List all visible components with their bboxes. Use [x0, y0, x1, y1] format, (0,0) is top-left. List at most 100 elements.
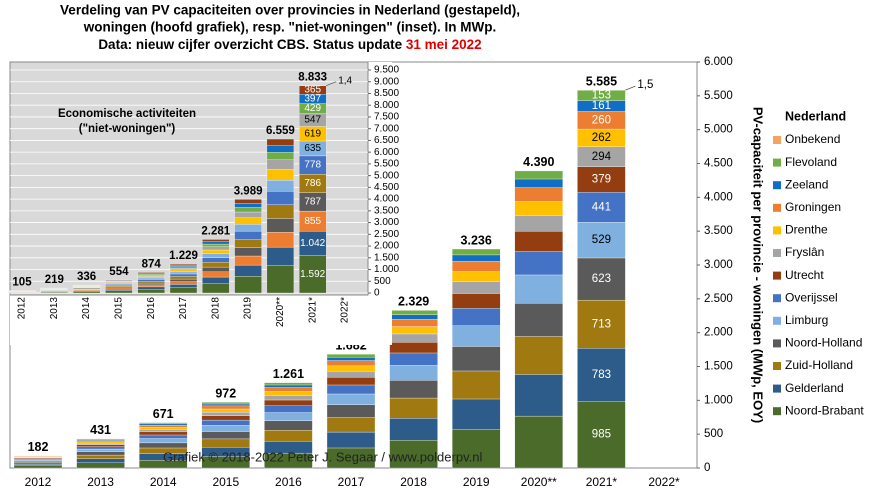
legend-label: Groningen: [785, 200, 841, 214]
bar-segment: [76, 448, 125, 452]
bar-segment: [13, 465, 63, 469]
total-label: 2.281: [201, 225, 230, 237]
bar-segment: [76, 454, 125, 459]
bar-segment: [514, 178, 563, 188]
bar-segment: [137, 284, 165, 288]
data-label: 161: [592, 100, 611, 112]
bar-segment: [234, 239, 262, 248]
bar-segment: [139, 429, 188, 433]
credit: Grafiek © 2018-2022 Peter J. Segaar / ww…: [163, 449, 482, 464]
bar-segment: [76, 444, 125, 447]
x-tick-label: 2017: [178, 297, 189, 320]
legend-swatch: [773, 316, 781, 325]
legend-label: Fryslân: [785, 245, 824, 259]
y-tick-label: 6.000: [704, 56, 733, 68]
bar-segment: [201, 405, 250, 410]
x-tick-label: 2018: [210, 297, 221, 320]
total-label: 105: [12, 277, 32, 289]
legend-label: Zuid-Holland: [785, 358, 853, 372]
bar-segment: [169, 271, 198, 275]
bar-segment: [13, 462, 63, 465]
bar-segment: [264, 391, 313, 396]
bar-segment: [389, 397, 438, 419]
bar-segment: [264, 382, 313, 386]
bar-segment: [201, 408, 250, 413]
bar-segment: [266, 191, 295, 205]
bar-segment: [299, 231, 327, 256]
y-tick-label: 1.000: [704, 394, 733, 406]
total-label: 1.261: [273, 367, 304, 381]
total-label: 182: [28, 440, 49, 454]
total-label: 3.236: [461, 233, 492, 247]
leader-line: [625, 85, 636, 91]
bar-segment: [389, 314, 438, 320]
bar-segment: [76, 462, 125, 469]
legend-swatch: [773, 339, 781, 348]
bar-segment: [202, 271, 230, 278]
x-tick-label: 2013: [87, 475, 114, 489]
bar-segment: [76, 443, 125, 445]
legend-label: Drenthe: [785, 223, 828, 237]
bar-segment: [169, 264, 198, 266]
bar-segment: [514, 374, 563, 417]
x-tick-label: 2016: [146, 297, 157, 320]
bar-segment: [514, 187, 563, 202]
bar-segment: [514, 274, 563, 304]
bar-segment: [389, 365, 438, 381]
bar-segment: [234, 199, 262, 204]
bar-segment: [264, 387, 313, 392]
bar-segment: [389, 333, 438, 343]
bar-segment: [514, 170, 563, 180]
bar-segment: [201, 431, 250, 440]
bar-segment: [202, 246, 230, 251]
legend-swatch: [773, 271, 781, 280]
bar-segment: [266, 232, 295, 248]
bar-segment: [202, 243, 230, 247]
bar-segment: [514, 215, 563, 232]
bar-segment: [452, 346, 501, 372]
bar-segment: [514, 415, 563, 469]
bar-segment: [139, 431, 188, 436]
bar-segment: [452, 429, 501, 469]
y-tick-label: 7.500: [374, 112, 399, 123]
x-tick-label: 2012: [17, 297, 28, 320]
bar-segment: [201, 425, 250, 432]
bar-segment: [326, 417, 376, 433]
inset-annotation: Economische activiteiten: [58, 108, 196, 120]
bar-segment: [326, 384, 376, 395]
y-tick-label: 2.500: [704, 293, 733, 305]
data-label: 262: [592, 132, 611, 144]
bar-segment: [452, 281, 501, 294]
data-label: 1,5: [637, 79, 653, 91]
bar-segment: [577, 222, 626, 259]
title-text: Data: nieuw cijfer overzicht CBS. Status…: [98, 37, 406, 52]
legend-swatch: [773, 136, 781, 144]
legend-label: Onbekend: [785, 132, 840, 146]
bar-segment: [266, 265, 295, 294]
bar-segment: [264, 430, 313, 442]
data-label: 778: [304, 160, 321, 171]
bar-segment: [577, 348, 626, 402]
bar-segment: [169, 267, 198, 271]
total-label: 6.559: [266, 125, 295, 137]
leader-line: [326, 81, 337, 86]
x-tick-label: 2020**: [275, 297, 286, 327]
bar-segment: [202, 276, 230, 284]
bar-segment: [234, 264, 262, 277]
bar-segment: [202, 253, 230, 258]
data-label: 379: [592, 174, 611, 186]
bar-segment: [389, 352, 438, 366]
y-tick-label: 6.000: [374, 147, 399, 158]
y-tick-label: 4.000: [374, 194, 399, 205]
y-tick-label: 4.500: [374, 182, 399, 193]
legend-swatch: [773, 203, 781, 212]
data-label: 783: [592, 369, 611, 381]
bar-segment: [514, 303, 563, 337]
legend-swatch: [773, 226, 781, 235]
x-tick-label: 2012: [25, 475, 52, 489]
bar-segment: [137, 277, 165, 280]
data-label: 619: [304, 128, 321, 139]
y-tick-label: 7.000: [374, 123, 399, 134]
bar-segment: [326, 431, 376, 449]
